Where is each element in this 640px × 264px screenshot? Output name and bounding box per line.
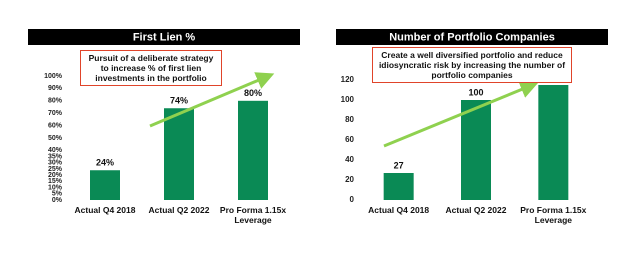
bar bbox=[383, 173, 414, 200]
y-tick-label: 100 bbox=[341, 95, 355, 104]
y-tick-label: 80 bbox=[345, 115, 354, 124]
value-label: 27 bbox=[394, 160, 404, 170]
annotation: Pursuit of a deliberate strategy to incr… bbox=[80, 50, 222, 86]
bar bbox=[90, 170, 120, 200]
y-tick-label: 80% bbox=[48, 98, 63, 105]
y-tick-label: 70% bbox=[48, 110, 63, 117]
y-tick-label: 90% bbox=[48, 85, 63, 92]
y-tick-label: 40% bbox=[48, 147, 63, 154]
value-label: 74% bbox=[170, 96, 188, 106]
bar bbox=[538, 85, 569, 200]
title-bar bbox=[336, 29, 608, 45]
value-label: 24% bbox=[96, 158, 114, 168]
x-tick-label: Pro Forma 1.15x Leverage bbox=[219, 205, 287, 225]
trend-arrow bbox=[149, 72, 275, 128]
bar bbox=[238, 100, 268, 200]
title-bar bbox=[28, 29, 300, 45]
x-tick-label: Actual Q2 2022 bbox=[148, 205, 210, 215]
y-tick-label: 0% bbox=[52, 197, 63, 204]
trend-arrow bbox=[383, 81, 539, 148]
y-tick-label: 10% bbox=[48, 184, 63, 191]
value-label: 100 bbox=[468, 87, 483, 97]
y-tick-label: 120 bbox=[341, 75, 355, 84]
x-tick-label: Actual Q4 2018 bbox=[74, 205, 136, 215]
y-tick-label: 35% bbox=[48, 153, 63, 160]
y-tick-label: 5% bbox=[52, 191, 63, 198]
x-tick-label: Actual Q2 2022 bbox=[445, 205, 507, 215]
y-tick-label: 20 bbox=[345, 175, 354, 184]
y-tick-label: 60% bbox=[48, 122, 63, 129]
y-tick-label: 50% bbox=[48, 135, 63, 142]
bar bbox=[461, 100, 491, 200]
x-tick-label: Pro Forma 1.15x Leverage bbox=[520, 205, 587, 225]
y-tick-label: 20% bbox=[48, 172, 63, 179]
bar bbox=[164, 108, 194, 200]
y-tick-label: 0 bbox=[350, 195, 355, 204]
value-label: 80% bbox=[244, 88, 262, 98]
chart-title: First Lien % bbox=[133, 31, 196, 43]
y-tick-label: 30% bbox=[48, 160, 63, 167]
y-tick-label: 100% bbox=[44, 73, 63, 80]
annotation: Create a well diversified portfolio and … bbox=[372, 47, 572, 83]
y-tick-label: 25% bbox=[48, 166, 63, 173]
y-tick-label: 15% bbox=[48, 178, 63, 185]
chart-title: Number of Portfolio Companies bbox=[389, 31, 555, 43]
y-tick-label: 40 bbox=[345, 155, 354, 164]
x-tick-label: Actual Q4 2018 bbox=[368, 205, 430, 215]
y-tick-label: 60 bbox=[345, 135, 354, 144]
